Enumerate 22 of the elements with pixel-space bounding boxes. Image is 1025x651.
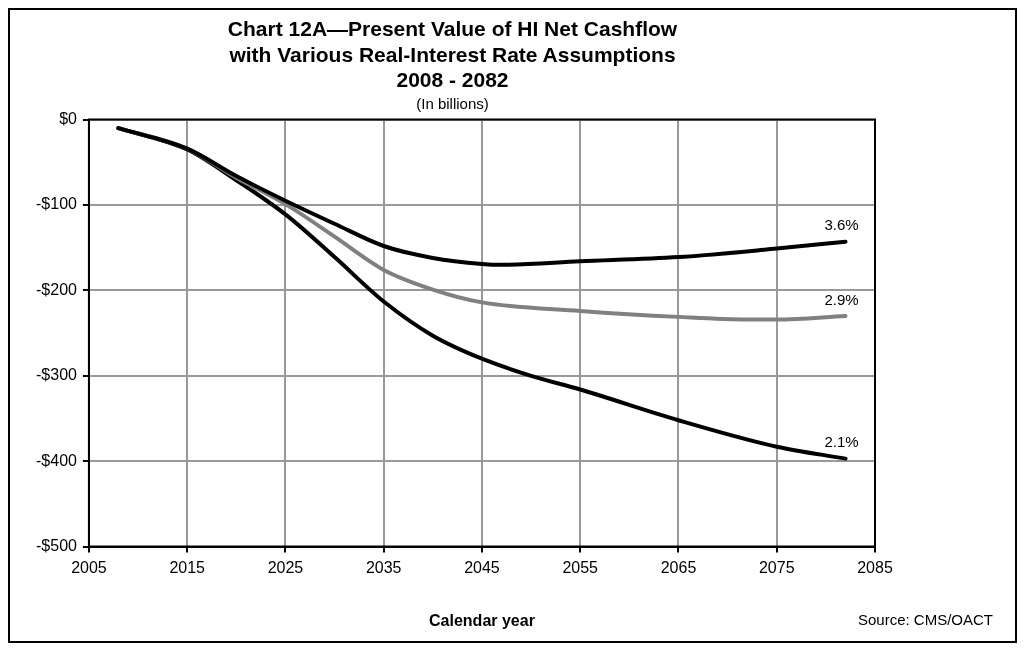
y-tick-label: -$500 [36,537,78,555]
series-label: 2.9% [824,290,859,308]
y-tick-label: -$100 [36,195,78,213]
x-tick-label: 2075 [758,558,795,576]
y-tick-label: $0 [59,110,78,128]
source-note: Source: CMS/OACT [857,611,993,628]
chart-title: Chart 12A—Present Value of HI Net Cashflow with Various Real-Interest Rate Assumptions 2008 - 2082 [227,17,678,91]
x-tick-label: 2045 [464,558,500,576]
x-tick-label: 2025 [267,558,304,576]
x-tick-label: 2065 [660,558,697,576]
x-tick-label: 2085 [857,558,893,576]
x-tick-label: 2015 [169,558,206,576]
x-tick-label: 2035 [365,558,402,576]
x-axis-title: Calendar year [429,611,535,629]
x-tick-label: 2005 [71,558,107,576]
y-tick-label: -$400 [36,451,78,469]
chart-subtitle: (In billions) [416,94,489,112]
series-label: 3.6% [824,216,859,234]
y-tick-label: -$300 [36,366,78,384]
series-label: 2.1% [824,433,859,451]
x-tick-label: 2055 [562,558,599,576]
y-tick-label: -$200 [36,280,78,298]
